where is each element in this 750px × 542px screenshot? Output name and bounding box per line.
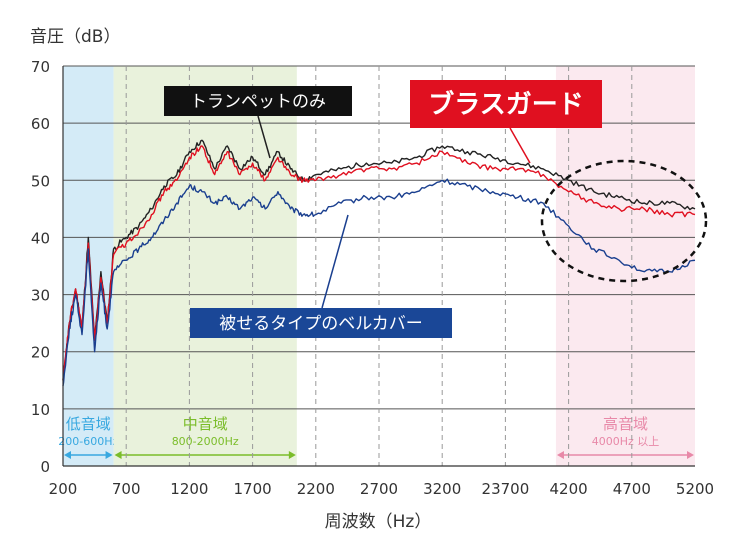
x-tick-label-8: 4200: [550, 480, 588, 498]
x-tick-label-9: 4700: [613, 480, 651, 498]
label-brassguard: ブラスガード: [410, 80, 602, 128]
band-arrow-left-1: [114, 451, 122, 459]
band-range-2: 4000Hz 以上: [592, 435, 660, 448]
leader-bell-cover: [321, 214, 349, 309]
axes: 0 10 20 30 40 50 60 70 200 700 1200 1700 2200 2700 320…: [31, 58, 714, 498]
label-brassguard-text: ブラスガード: [428, 89, 583, 120]
band-arrow-right-2: [687, 451, 694, 459]
x-tick-label-2: 1200: [170, 480, 208, 498]
band-arrow-right-0: [105, 451, 113, 459]
band-0: [63, 66, 114, 466]
leader-brassguard: [509, 127, 531, 164]
y-tick-label-7: 70: [31, 58, 50, 76]
band-arrow-left-2: [556, 451, 564, 459]
y-tick-label-2: 20: [31, 344, 50, 362]
series-lines: [62, 139, 696, 387]
y-tick-label-0: 0: [40, 458, 50, 476]
frequency-bands: 低音域 200-600Hz 中音域 800-2000Hz 高音域 4000Hz 以上: [58, 66, 695, 466]
x-axis-label: 周波数（Hz）: [325, 512, 432, 532]
x-tick-label-7: 23700: [482, 480, 530, 498]
x-tick-label-4: 2200: [297, 480, 335, 498]
x-tick-label-0: 200: [49, 480, 78, 498]
y-tick-label-1: 10: [31, 401, 50, 419]
x-tick-label-6: 3200: [423, 480, 461, 498]
y-tick-label-6: 60: [31, 115, 50, 133]
x-tick-label-5: 2700: [360, 480, 398, 498]
y-tick-label-5: 50: [31, 172, 50, 190]
x-tick-label-10: 5200: [676, 480, 714, 498]
x-tick-label-3: 1700: [234, 480, 272, 498]
band-name-1: 中音域: [183, 415, 228, 433]
x-tick-label-1: 700: [112, 480, 141, 498]
band-arrow-left-0: [64, 451, 71, 459]
high-frequency-highlight: [540, 159, 708, 283]
leader-trumpet: [257, 115, 271, 159]
y-axis-label: 音圧（dB）: [30, 27, 120, 47]
band-range-0: 200-600Hz: [58, 435, 118, 448]
label-trumpet-only: トランペットのみ: [164, 86, 352, 116]
band-name-2: 高音域: [603, 415, 648, 433]
label-bell-cover: 被せるタイプのベルカバー: [190, 308, 452, 338]
band-range-1: 800-2000Hz: [172, 435, 239, 448]
band-2: [555, 66, 695, 466]
label-trumpet-only-text: トランペットのみ: [190, 92, 326, 112]
band-arrow-right-1: [288, 451, 296, 459]
label-bell-cover-text: 被せるタイプのベルカバー: [219, 314, 423, 334]
y-tick-label-4: 40: [31, 229, 50, 247]
band-1: [113, 66, 297, 466]
band-name-0: 低音域: [66, 415, 111, 433]
y-tick-label-3: 30: [31, 287, 50, 305]
series-line-2: [62, 178, 696, 387]
